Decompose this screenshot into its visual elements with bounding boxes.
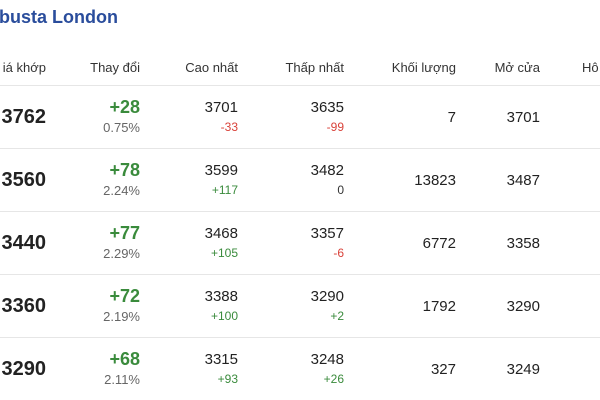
change: +72 [109,286,140,306]
column-header: Thay đổi [90,60,140,75]
row-divider [0,337,600,338]
row-divider [0,274,600,275]
change: +68 [109,349,140,369]
low-change: +2 [330,309,344,323]
low: 3357 [310,225,344,242]
low: 3482 [310,162,344,179]
column-header: Mở cửa [494,60,540,75]
price: 3360 [1,295,47,317]
volume: 13823 [414,172,456,189]
price: 3762 [1,106,47,128]
high-change: +93 [217,372,238,386]
open: 3358 [506,235,540,252]
high-change: +100 [210,309,238,323]
open: 3290 [506,298,540,315]
low: 3290 [310,288,344,305]
column-header: Khối lượng [391,60,456,75]
column-header: Hô [582,60,599,75]
change-percent: 2.29% [103,246,140,261]
column-header: iá khớp [2,60,46,75]
row-divider [0,211,600,212]
low-change: -99 [326,120,344,134]
high-change: +105 [210,246,238,260]
high: 3388 [204,288,238,305]
open: 3249 [506,361,540,378]
high-change: +117 [211,183,238,197]
high: 3599 [204,162,238,179]
low: 3248 [310,351,344,368]
change-percent: 2.24% [103,183,140,198]
volume: 327 [430,361,456,378]
column-header: Cao nhất [185,60,238,75]
column-header: Thấp nhất [285,60,344,75]
low-change: 0 [337,183,344,197]
change-percent: 0.75% [103,120,140,135]
price: 3290 [1,358,47,380]
volume: 1792 [422,298,456,315]
change: +78 [109,160,140,180]
high-change: -33 [220,120,238,134]
price: 3440 [1,232,47,254]
price: 3560 [1,169,47,191]
change-percent: 2.19% [103,309,140,324]
volume: 6772 [422,235,456,252]
open: 3701 [506,109,540,126]
row-divider [0,148,600,149]
change: +77 [109,223,140,243]
row-divider [0,85,600,86]
high: 3701 [204,99,238,116]
change: +28 [109,97,140,117]
low: 3635 [310,99,344,116]
page-title: busta London [0,7,118,27]
high: 3468 [204,225,238,242]
volume: 7 [447,109,456,126]
low-change: +26 [323,372,344,386]
change-percent: 2.11% [104,372,140,387]
high: 3315 [204,351,238,368]
low-change: -6 [333,246,344,260]
open: 3487 [506,172,540,189]
